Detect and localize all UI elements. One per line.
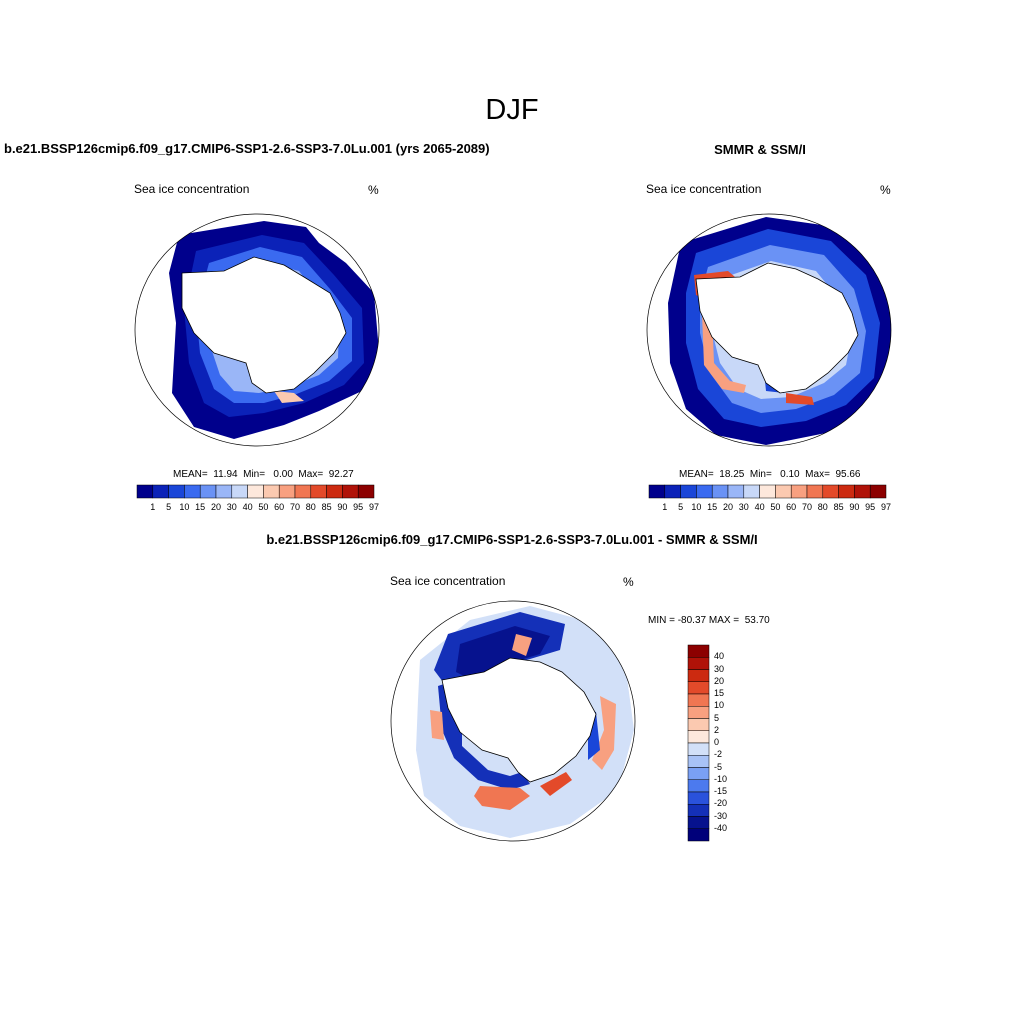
diff-colorbar-tick-label: -20 bbox=[714, 798, 727, 808]
diff-colorbar-tick-label: 20 bbox=[714, 676, 724, 686]
model-colorbar-swatch bbox=[311, 485, 327, 498]
model-colorbar-tick-label: 97 bbox=[364, 502, 384, 512]
diff-colorbar bbox=[688, 645, 709, 841]
diff-colorbar-tick-label: -15 bbox=[714, 786, 727, 796]
diff-colorbar-swatch bbox=[688, 731, 709, 743]
diff-stats: MIN = -80.37 MAX = 53.70 bbox=[648, 615, 770, 626]
obs-panel-title: SMMR & SSM/I bbox=[660, 142, 860, 157]
model-units-label: % bbox=[368, 183, 379, 197]
model-colorbar-swatch bbox=[200, 485, 216, 498]
diff-colorbar-tick-label: -10 bbox=[714, 774, 727, 784]
model-variable-label: Sea ice concentration bbox=[134, 182, 249, 196]
diff-colorbar-tick-label: 30 bbox=[714, 664, 724, 674]
diff-colorbar-swatch bbox=[688, 645, 709, 657]
model-colorbar-swatch bbox=[358, 485, 374, 498]
diff-colorbar-tick-label: -2 bbox=[714, 749, 722, 759]
obs-colorbar-swatch bbox=[791, 485, 807, 498]
model-colorbar-swatch bbox=[263, 485, 279, 498]
obs-colorbar-swatch bbox=[696, 485, 712, 498]
diff-colorbar-tick-label: 5 bbox=[714, 713, 719, 723]
diff-colorbar-swatch bbox=[688, 804, 709, 816]
diff-variable-label: Sea ice concentration bbox=[390, 574, 505, 588]
obs-colorbar-swatch bbox=[823, 485, 839, 498]
diff-colorbar-tick-label: 40 bbox=[714, 651, 724, 661]
obs-colorbar-swatch bbox=[870, 485, 886, 498]
model-colorbar-swatch bbox=[137, 485, 153, 498]
model-panel-title: b.e21.BSSP126cmip6.f09_g17.CMIP6-SSP1-2.… bbox=[4, 141, 490, 156]
diff-colorbar-swatch bbox=[688, 792, 709, 804]
diff-colorbar-swatch bbox=[688, 694, 709, 706]
obs-colorbar bbox=[649, 485, 886, 498]
model-colorbar-swatch bbox=[327, 485, 343, 498]
model-colorbar-swatch bbox=[342, 485, 358, 498]
diff-colorbar-swatch bbox=[688, 743, 709, 755]
diff-colorbar-tick-label: -30 bbox=[714, 811, 727, 821]
model-colorbar-swatch bbox=[279, 485, 295, 498]
diff-polar-map bbox=[390, 600, 636, 842]
model-colorbar-swatch bbox=[184, 485, 200, 498]
diff-colorbar-tick-label: 2 bbox=[714, 725, 719, 735]
diff-colorbar-tick-label: 0 bbox=[714, 737, 719, 747]
diff-colorbar-swatch bbox=[688, 682, 709, 694]
obs-colorbar-labels: 1510152030405060708085909597 bbox=[649, 502, 886, 514]
model-colorbar-swatch bbox=[153, 485, 169, 498]
obs-polar-map bbox=[646, 213, 892, 447]
diff-colorbar-swatch bbox=[688, 780, 709, 792]
diff-colorbar-swatch bbox=[688, 817, 709, 829]
obs-stats: MEAN= 18.25 Min= 0.10 Max= 95.66 bbox=[679, 469, 861, 480]
model-colorbar-swatch bbox=[216, 485, 232, 498]
model-stats: MEAN= 11.94 Min= 0.00 Max= 92.27 bbox=[173, 469, 354, 480]
model-colorbar-swatch bbox=[248, 485, 264, 498]
diff-units-label: % bbox=[623, 575, 634, 589]
model-colorbar bbox=[137, 485, 374, 498]
diff-colorbar-labels: 4030201510520-2-5-10-15-20-30-40 bbox=[714, 645, 754, 841]
model-colorbar-swatch bbox=[169, 485, 185, 498]
diff-colorbar-tick-label: 15 bbox=[714, 688, 724, 698]
diff-panel-title: b.e21.BSSP126cmip6.f09_g17.CMIP6-SSP1-2.… bbox=[0, 532, 1024, 547]
obs-colorbar-swatch bbox=[728, 485, 744, 498]
model-polar-map bbox=[134, 213, 380, 447]
model-colorbar-swatch bbox=[232, 485, 248, 498]
obs-colorbar-swatch bbox=[665, 485, 681, 498]
diff-colorbar-swatch bbox=[688, 755, 709, 767]
model-colorbar-labels: 1510152030405060708085909597 bbox=[137, 502, 374, 514]
figure-title: DJF bbox=[0, 94, 1024, 127]
diff-colorbar-swatch bbox=[688, 719, 709, 731]
model-colorbar-swatch bbox=[295, 485, 311, 498]
diff-colorbar-tick-label: -5 bbox=[714, 762, 722, 772]
obs-colorbar-swatch bbox=[854, 485, 870, 498]
diff-colorbar-swatch bbox=[688, 829, 709, 841]
diff-colorbar-tick-label: -40 bbox=[714, 823, 727, 833]
obs-colorbar-tick-label: 97 bbox=[876, 502, 896, 512]
obs-colorbar-swatch bbox=[760, 485, 776, 498]
diff-colorbar-swatch bbox=[688, 670, 709, 682]
diff-colorbar-swatch bbox=[688, 657, 709, 669]
diff-colorbar-swatch bbox=[688, 768, 709, 780]
obs-variable-label: Sea ice concentration bbox=[646, 182, 761, 196]
obs-colorbar-swatch bbox=[681, 485, 697, 498]
diff-colorbar-swatch bbox=[688, 706, 709, 718]
obs-colorbar-swatch bbox=[744, 485, 760, 498]
diff-colorbar-tick-label: 10 bbox=[714, 700, 724, 710]
obs-colorbar-swatch bbox=[807, 485, 823, 498]
obs-colorbar-swatch bbox=[775, 485, 791, 498]
obs-colorbar-swatch bbox=[649, 485, 665, 498]
obs-units-label: % bbox=[880, 183, 891, 197]
obs-colorbar-swatch bbox=[839, 485, 855, 498]
obs-colorbar-swatch bbox=[712, 485, 728, 498]
